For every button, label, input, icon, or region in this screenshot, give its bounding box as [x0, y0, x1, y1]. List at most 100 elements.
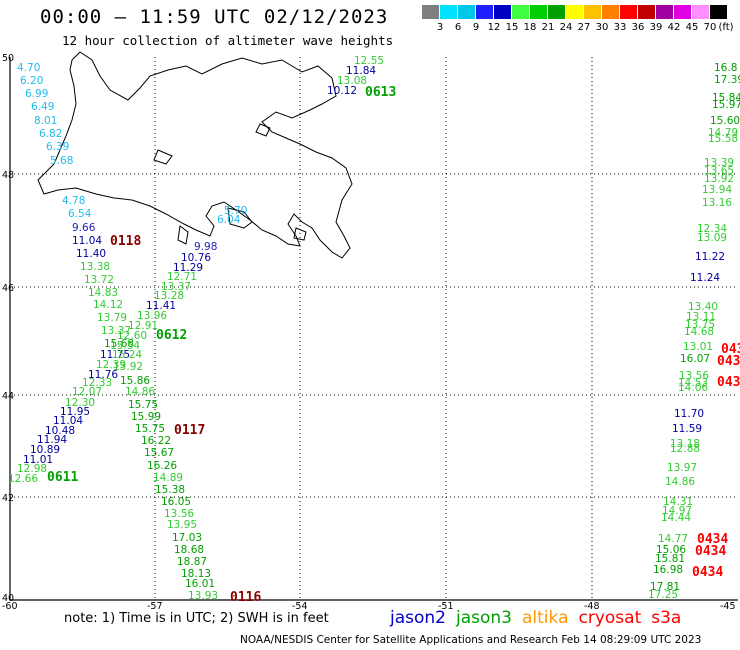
wave-height-label: 15.86	[120, 375, 151, 387]
wave-height-label: 16.05	[161, 496, 192, 508]
legend-cryosat: cryosat	[578, 608, 642, 628]
wave-height-label: 18.87	[177, 556, 208, 568]
color-scale-tick: 12	[487, 22, 501, 33]
wave-height-label: 12.91	[128, 320, 159, 332]
wave-height-label: 13.65	[704, 165, 735, 177]
wave-height-label: 11.75	[100, 349, 131, 361]
wave-height-label: 12.60	[117, 330, 148, 342]
color-scale-tick: 6	[454, 22, 462, 33]
wave-height-label: 18.13	[181, 568, 212, 580]
color-swatch	[566, 5, 583, 19]
lat-tick-label: 46	[2, 283, 15, 294]
wave-height-label: 13.37	[161, 281, 192, 293]
wave-height-label: 14.77	[658, 533, 689, 545]
color-swatch	[494, 5, 511, 19]
wave-height-label: 12.34	[697, 223, 728, 235]
satellite-legend: jason2 jason3 altika cryosat s3a	[390, 608, 691, 628]
wave-height-label: 13.38	[80, 261, 111, 273]
color-scale-tick: 27	[577, 22, 591, 33]
coastline-newfoundland	[37, 51, 353, 259]
wave-height-label: 16.98	[653, 564, 684, 576]
color-scale-tick: 33	[613, 22, 627, 33]
wave-height-label: 13.16	[702, 197, 733, 209]
wave-height-label: 9.98	[194, 241, 218, 253]
wave-height-label: 13.95	[167, 519, 198, 531]
color-swatch	[548, 5, 565, 19]
color-scale-tick: 70	[703, 22, 717, 33]
wave-height-label: 13.39	[704, 157, 735, 169]
wave-height-label: 12.55	[354, 55, 385, 67]
pass-time-label: 0117	[174, 423, 206, 438]
wave-height-label: 14.44	[661, 512, 692, 524]
wave-height-label: 16.8	[714, 62, 738, 74]
credit-line: NOAA/NESDIS Center for Satellite Applica…	[240, 634, 702, 646]
wave-height-label: 15.67	[144, 447, 175, 459]
wave-height-label: 15.54	[110, 340, 141, 352]
wave-height-label: 17.39	[714, 74, 740, 86]
color-scale-tick: 9	[472, 22, 480, 33]
color-swatch	[620, 5, 637, 19]
wave-height-label: 11.76	[88, 369, 119, 381]
wave-height-label: 11.94	[37, 434, 68, 446]
lat-tick-label: 42	[2, 493, 15, 504]
wave-height-label: 10.89	[30, 444, 61, 456]
color-swatch	[638, 5, 655, 19]
pass-time-label: 0611	[47, 470, 79, 485]
legend-jason2: jason2	[390, 608, 446, 628]
wave-height-label: 16.07	[680, 353, 711, 365]
color-swatch	[710, 5, 727, 19]
color-swatch	[602, 5, 619, 19]
wave-height-label: 6.54	[68, 208, 92, 220]
lat-tick-label: 44	[2, 391, 15, 402]
wave-height-label: 4.70	[17, 62, 41, 74]
wave-height-label: 13.28	[154, 290, 185, 302]
wave-height-label: 6.04	[217, 214, 241, 226]
pass-time-label: 0434	[697, 532, 729, 547]
pass-time-label: 0118	[110, 234, 142, 249]
wave-height-label: 11.40	[76, 248, 107, 260]
wave-height-label: 13.40	[688, 301, 719, 313]
color-scale-units: (ft)	[718, 22, 734, 33]
wave-height-label: 12.66	[8, 473, 39, 485]
legend-altika: altika	[522, 608, 569, 628]
color-scale-tick: 3	[436, 22, 444, 33]
color-swatch	[530, 5, 547, 19]
color-swatch	[584, 5, 601, 19]
wave-height-label: 14.12	[93, 299, 124, 311]
wave-height-label: 12.71	[167, 271, 198, 283]
wave-height-label: 13.01	[683, 341, 714, 353]
wave-height-label: 13.09	[697, 232, 728, 244]
wave-height-label: 13.96	[137, 310, 168, 322]
wave-height-label: 12.30	[65, 397, 96, 409]
pass-time-label: 0613	[365, 85, 397, 100]
wave-height-label: 14.68	[684, 326, 715, 338]
wave-height-label: 15.24	[112, 349, 143, 361]
color-scale-tick: 21	[541, 22, 555, 33]
wave-height-label: 11.04	[53, 415, 84, 427]
wave-height-label: 15.81	[655, 553, 686, 565]
wave-height-label: 14.86	[665, 476, 696, 488]
map-title: 00:00 – 11:59 UTC 02/12/2023	[40, 6, 389, 28]
wave-height-label: 12.98	[17, 463, 48, 475]
map-subtitle: 12 hour collection of altimeter wave hei…	[62, 33, 394, 48]
pass-time-label: 0434	[695, 544, 727, 559]
lat-tick-label: 50	[2, 53, 15, 64]
wave-height-label: 13.56	[679, 370, 710, 382]
wave-height-label: 5.68	[50, 155, 74, 167]
pass-time-label: 043	[721, 342, 740, 357]
wave-height-label: 15.68	[104, 338, 135, 350]
pass-time-label: 0434	[692, 565, 724, 580]
wave-height-label: 4.78	[62, 195, 86, 207]
wave-height-label: 14.97	[662, 505, 693, 517]
color-scale-tick: 39	[649, 22, 663, 33]
color-swatch	[674, 5, 691, 19]
wave-height-label: 6.39	[46, 141, 70, 153]
wave-height-label: 15.75	[135, 423, 166, 435]
wave-height-label: 15.97	[712, 99, 740, 111]
wave-height-label: 10.48	[45, 425, 76, 437]
wave-height-label: 18.68	[174, 544, 205, 556]
wave-height-label: 16.22	[141, 435, 172, 447]
wave-height-label: 13.08	[337, 75, 368, 87]
wave-height-label: 6.99	[25, 88, 49, 100]
wave-height-label: 13.92	[704, 173, 735, 185]
